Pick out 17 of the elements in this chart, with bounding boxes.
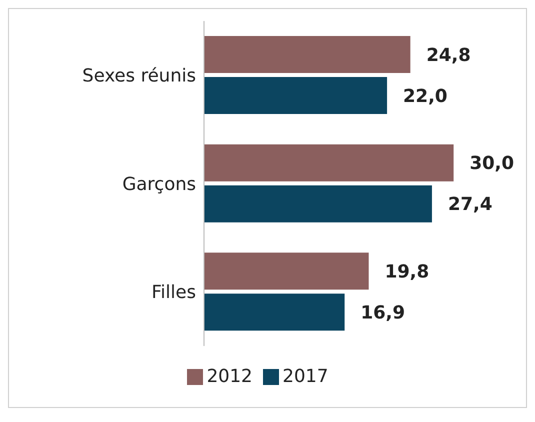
data-label: 27,4 xyxy=(448,194,492,216)
bar xyxy=(204,144,454,182)
bar xyxy=(204,185,432,222)
y-tick-label: Sexes réunis xyxy=(82,66,196,87)
data-label: 24,8 xyxy=(426,44,471,66)
data-label: 30,0 xyxy=(470,153,514,174)
bar xyxy=(204,36,410,73)
data-label: 16,9 xyxy=(360,302,406,324)
legend-label: 2017 xyxy=(282,366,328,387)
y-tick-label: Garçons xyxy=(122,174,196,195)
bar xyxy=(204,294,345,331)
data-label: 22,0 xyxy=(403,86,448,107)
data-label: 19,8 xyxy=(384,262,430,283)
legend-label: 2012 xyxy=(206,366,252,387)
bar xyxy=(204,252,369,290)
bar xyxy=(204,77,388,114)
y-tick-label: Filles xyxy=(152,282,196,304)
